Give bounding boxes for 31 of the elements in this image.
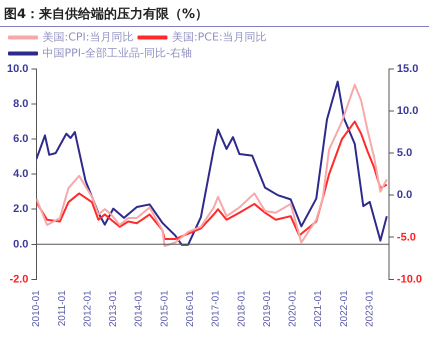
x-tick-label: 2023-01	[364, 290, 376, 328]
y2-tick-label: -5.0	[396, 231, 416, 244]
x-tick-label: 2017-01	[210, 290, 222, 328]
x-tick-label: 2014-01	[134, 290, 145, 328]
x-tick-label: 2022-01	[338, 290, 350, 328]
y-tick-label: 10.0	[6, 63, 28, 76]
x-tick-label: 2018-01	[236, 290, 248, 328]
y-tick-label: -2.0	[9, 273, 28, 286]
y2-tick-label: 10.0	[396, 105, 418, 118]
y-tick-label: 6.0	[13, 133, 28, 146]
x-tick-label: 2011-01	[56, 290, 68, 326]
y-tick-label: 4.0	[13, 168, 28, 180]
chart-title: 图4：来自供给端的压力有限（%）	[0, 0, 429, 27]
x-tick-label: 2016-01	[184, 290, 196, 328]
x-tick-label: 2021-01	[313, 290, 324, 328]
x-tick-label: 2020-01	[288, 290, 299, 328]
x-tick-label: 2010-01	[31, 290, 42, 328]
y2-tick-label: 15.0	[396, 63, 418, 76]
legend-label: 中国PPI-全部工业品-同比-右轴	[42, 46, 192, 60]
x-tick-label: 2019-01	[262, 290, 273, 328]
x-tick-label: 2015-01	[159, 290, 170, 328]
y2-tick-label: 0.0	[396, 189, 412, 202]
x-tick-label: 2013-01	[108, 290, 120, 328]
y2-tick-label: 5.0	[396, 147, 412, 160]
legend-label: 美国:PCE:当月同比	[172, 30, 267, 44]
y2-tick-label: -10.0	[396, 273, 422, 286]
y-tick-label: 8.0	[13, 98, 28, 110]
y-tick-label: 2.0	[13, 203, 28, 216]
x-tick-label: 2012-01	[82, 290, 94, 328]
legend-label: 美国:CPI:当月同比	[42, 30, 134, 44]
y-tick-label: 0.0	[13, 238, 28, 250]
